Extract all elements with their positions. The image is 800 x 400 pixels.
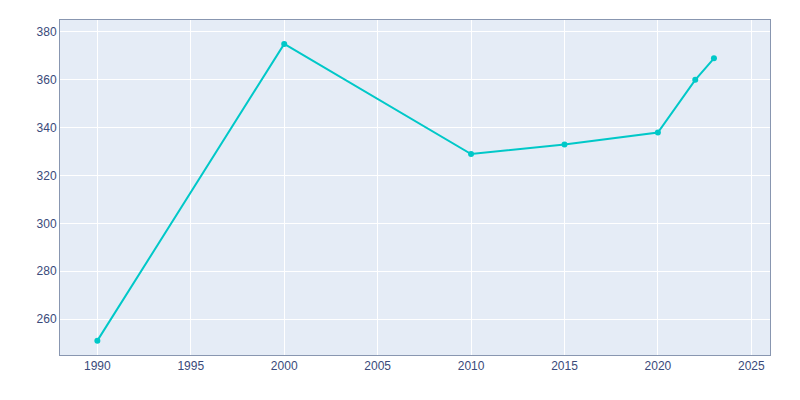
svg-text:2000: 2000 [271,359,298,373]
svg-text:320: 320 [37,169,57,183]
svg-text:1995: 1995 [177,359,204,373]
svg-text:260: 260 [37,312,57,326]
svg-text:300: 300 [37,217,57,231]
svg-text:280: 280 [37,264,57,278]
svg-text:2005: 2005 [364,359,391,373]
svg-text:2010: 2010 [458,359,485,373]
svg-text:2015: 2015 [551,359,578,373]
svg-text:340: 340 [37,121,57,135]
svg-text:360: 360 [37,73,57,87]
svg-text:2020: 2020 [645,359,672,373]
svg-text:380: 380 [37,25,57,39]
svg-text:1990: 1990 [84,359,111,373]
svg-text:2025: 2025 [738,359,765,373]
